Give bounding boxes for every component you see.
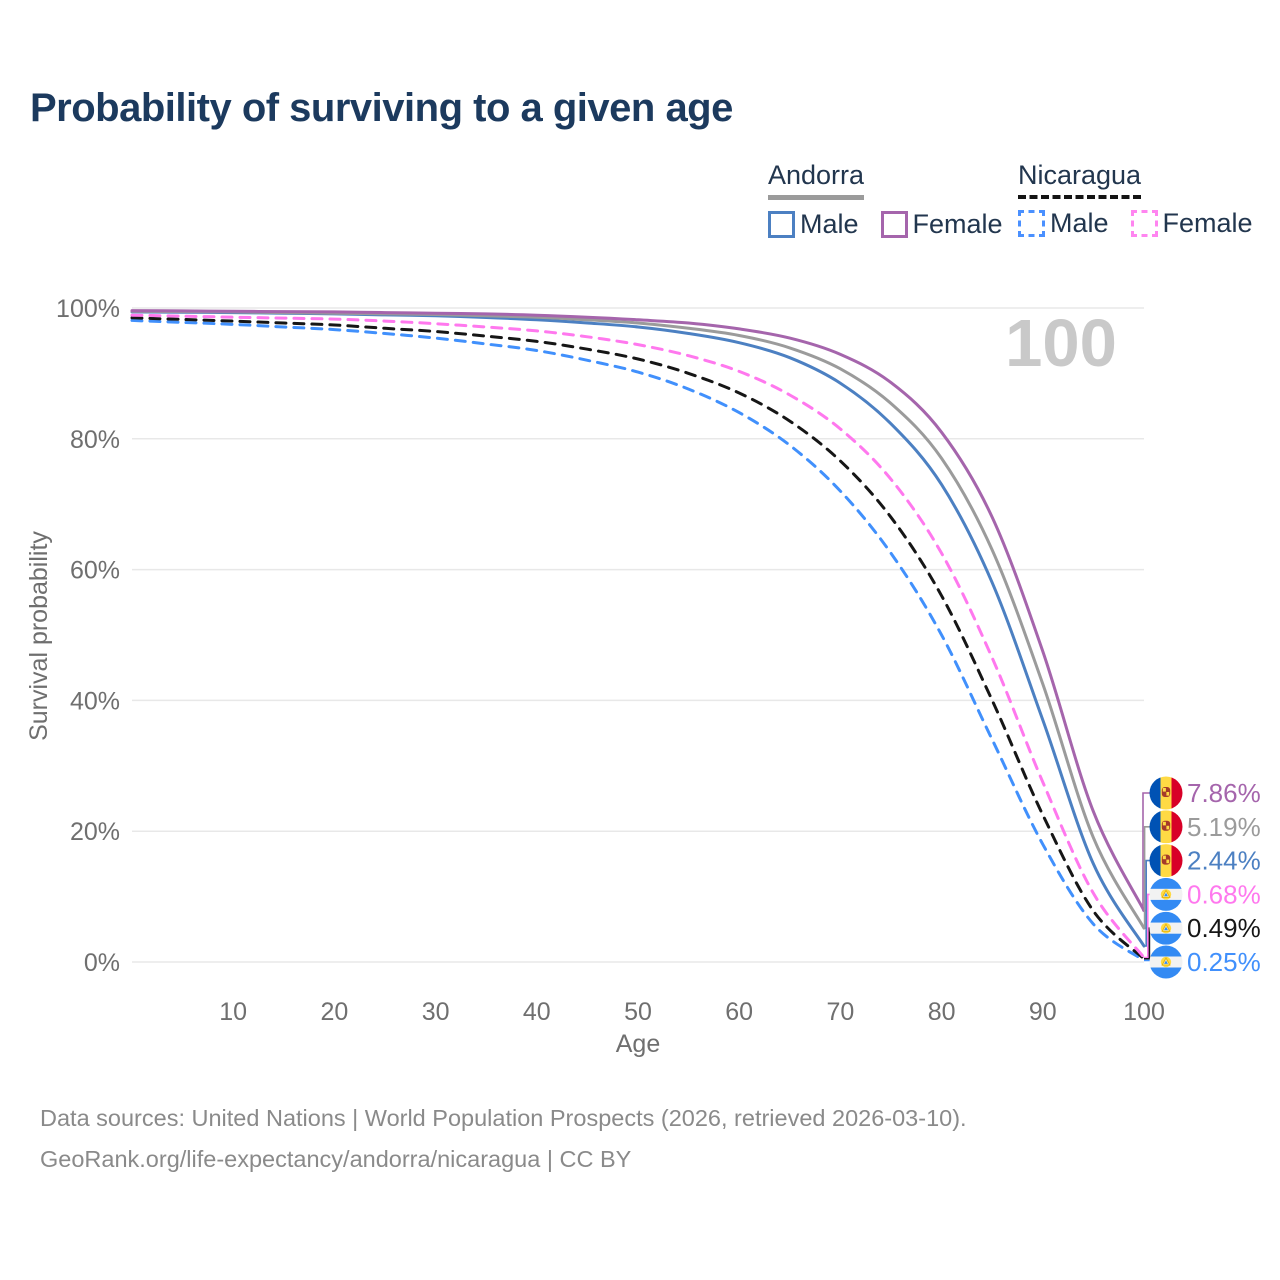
legend-group-andorra: Andorra Male Female	[768, 160, 1003, 240]
andorra-flag-icon	[1150, 810, 1184, 843]
x-tick-label: 70	[826, 998, 854, 1026]
legend-item-andorra-female[interactable]: Female	[880, 209, 1003, 240]
y-tick-label: 40%	[70, 687, 120, 715]
x-tick-label: 30	[422, 998, 450, 1026]
end-value-label: 0.49%	[1187, 913, 1261, 943]
nicaragua-flag-icon	[1150, 878, 1183, 911]
y-tick-label: 60%	[70, 557, 120, 585]
legend-item-nicaragua-male[interactable]: Male	[1018, 208, 1109, 239]
legend-item-andorra-male[interactable]: Male	[768, 209, 859, 240]
legend-swatch-nicaragua-male	[1018, 210, 1045, 237]
curve-andorra-female[interactable]	[130, 309, 1146, 913]
curve-andorra-both[interactable]	[130, 309, 1146, 930]
end-connector	[1142, 792, 1150, 912]
end-annotations: 7.86% 5.19% 2.44%0.68% 0.49% 0.25%	[1142, 777, 1261, 979]
curve-andorra-male[interactable]	[130, 310, 1146, 948]
andorra-flag-icon	[1150, 777, 1184, 810]
x-tick-label: 20	[320, 998, 348, 1026]
x-tick-label: 10	[219, 998, 247, 1026]
end-value-label: 2.44%	[1187, 846, 1261, 876]
y-tick-label: 0%	[84, 949, 120, 977]
x-tick-label: 60	[725, 998, 753, 1026]
legend-item-nicaragua-female[interactable]: Female	[1130, 208, 1253, 239]
end-value-label: 0.25%	[1187, 947, 1261, 977]
curve-nicaragua-male[interactable]	[130, 318, 1146, 962]
end-value-label: 5.19%	[1187, 812, 1261, 842]
page-title: Probability of surviving to a given age	[30, 86, 733, 130]
legend-swatch-andorra-male	[768, 211, 795, 238]
x-tick-label: 90	[1029, 998, 1057, 1026]
legend-item-label: Male	[800, 209, 859, 239]
curve-nicaragua-both[interactable]	[130, 316, 1146, 961]
end-connector	[1144, 859, 1150, 947]
y-axis-title: Survival probability	[25, 531, 53, 741]
x-axis-title: Age	[616, 1030, 660, 1058]
end-value-label: 7.86%	[1187, 778, 1261, 808]
legend-group-name-andorra: Andorra	[768, 160, 865, 200]
end-connector	[1143, 826, 1150, 929]
curve-nicaragua-female[interactable]	[130, 313, 1146, 960]
legend-item-label: Male	[1050, 208, 1109, 238]
y-tick-label: 80%	[70, 426, 120, 454]
gridlines: 0% 20% 40% 60% 80% 100% 10 20 30 40 50 60 70 80 90 100	[56, 295, 1165, 1026]
footer-sources-line: Data sources: United Nations | World Pop…	[40, 1105, 967, 1131]
y-tick-label: 100%	[56, 295, 120, 323]
legend-group-nicaragua: Nicaragua Male Female	[1018, 160, 1253, 239]
data-sources-footer: Data sources: United Nations | World Pop…	[40, 1098, 967, 1180]
x-tick-label: 100	[1123, 998, 1165, 1026]
legend-swatch-andorra-female	[880, 211, 908, 238]
footer-url-line: GeoRank.org/life-expectancy/andorra/nica…	[40, 1146, 632, 1172]
x-tick-label: 50	[624, 998, 652, 1026]
nicaragua-flag-icon	[1150, 912, 1183, 945]
y-tick-label: 20%	[70, 818, 120, 846]
end-connector	[1144, 893, 1150, 959]
x-tick-label: 80	[928, 998, 956, 1026]
nicaragua-flag-icon	[1150, 946, 1183, 979]
x-tick-label: 40	[523, 998, 551, 1026]
series-curves	[130, 309, 1146, 962]
legend-item-label: Female	[912, 209, 1003, 239]
legend-item-label: Female	[1162, 208, 1253, 238]
end-value-label: 0.68%	[1187, 879, 1261, 909]
age-watermark: 100	[1005, 306, 1117, 381]
andorra-flag-icon	[1150, 844, 1184, 877]
legend-swatch-nicaragua-female	[1130, 210, 1158, 237]
legend-group-name-nicaragua: Nicaragua	[1018, 160, 1142, 199]
